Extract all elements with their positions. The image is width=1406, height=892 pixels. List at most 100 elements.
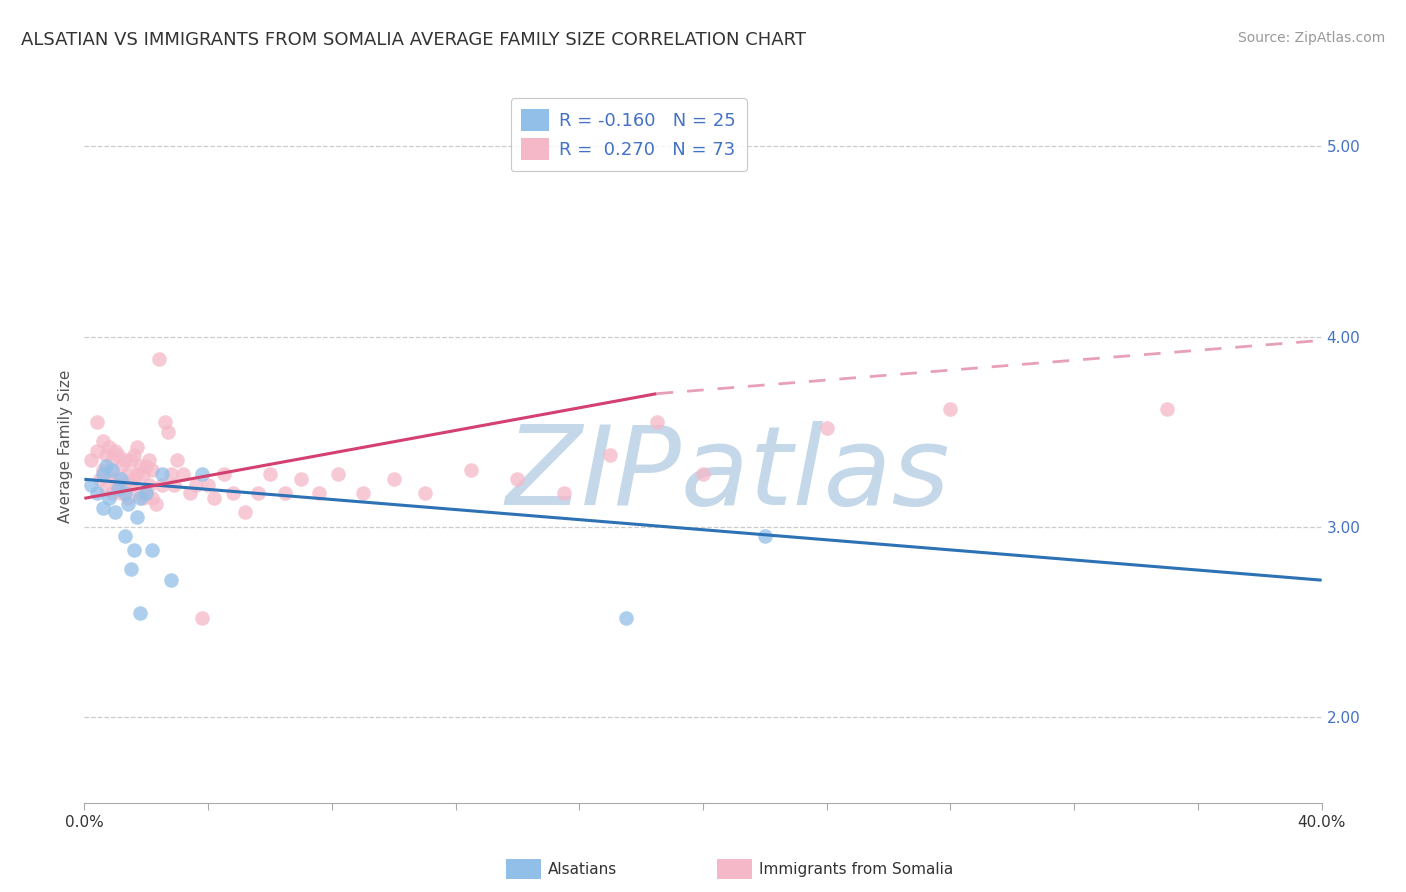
Point [125, 467, 148, 481]
Point [120, 562, 142, 576]
Point [166, 453, 188, 467]
Point [212, 467, 235, 481]
Point [413, 485, 436, 500]
Point [79, 453, 101, 467]
Point [120, 478, 142, 492]
Point [86, 485, 108, 500]
Point [107, 448, 129, 462]
Point [259, 467, 281, 481]
Point [191, 611, 214, 625]
Point [104, 443, 127, 458]
Text: Source: ZipAtlas.com: Source: ZipAtlas.com [1237, 31, 1385, 45]
Point [202, 491, 225, 506]
Point [150, 478, 173, 492]
Point [141, 491, 163, 506]
Point [94, 448, 117, 462]
Point [117, 467, 139, 481]
Point [114, 529, 136, 543]
Point [614, 611, 637, 625]
Point [120, 453, 142, 467]
Point [308, 485, 330, 500]
Point [122, 472, 145, 486]
Point [645, 415, 668, 429]
Point [101, 453, 124, 467]
Point [135, 485, 157, 500]
Point [132, 467, 155, 481]
Point [179, 485, 201, 500]
Point [138, 478, 160, 492]
Point [129, 491, 152, 506]
Point [91, 467, 114, 481]
Point [274, 485, 297, 500]
Y-axis label: Average Family Size: Average Family Size [58, 369, 73, 523]
Point [129, 458, 152, 473]
Point [89, 472, 111, 486]
Point [382, 472, 405, 486]
Point [107, 478, 129, 492]
Point [110, 485, 132, 500]
Point [135, 458, 157, 473]
Point [160, 573, 183, 587]
Point [98, 440, 121, 454]
Point [138, 453, 160, 467]
Point [145, 497, 167, 511]
Point [326, 467, 349, 481]
Point [79, 478, 101, 492]
Point [98, 491, 121, 506]
Point [114, 453, 136, 467]
Point [110, 472, 132, 486]
Point [460, 463, 482, 477]
Point [101, 485, 124, 500]
Point [352, 485, 374, 500]
Point [98, 467, 121, 481]
Point [101, 463, 124, 477]
Text: Immigrants from Somalia: Immigrants from Somalia [759, 863, 953, 877]
Point [184, 478, 207, 492]
Point [91, 463, 114, 477]
Point [150, 467, 173, 481]
Point [107, 482, 129, 496]
Point [104, 472, 127, 486]
Point [86, 443, 108, 458]
Point [94, 458, 117, 473]
Point [117, 491, 139, 506]
Point [290, 472, 312, 486]
Point [754, 529, 776, 543]
Legend: R = -0.160   N = 25, R =  0.270   N = 73: R = -0.160 N = 25, R = 0.270 N = 73 [510, 98, 747, 171]
Point [122, 542, 145, 557]
Point [135, 485, 157, 500]
Point [506, 472, 529, 486]
Point [246, 485, 269, 500]
Point [1156, 401, 1178, 416]
Point [160, 467, 183, 481]
Point [172, 467, 194, 481]
Text: Alsatians: Alsatians [548, 863, 617, 877]
Point [939, 401, 962, 416]
Text: ZIPatlas: ZIPatlas [506, 421, 950, 528]
Point [129, 485, 152, 500]
Point [692, 467, 714, 481]
Point [148, 352, 170, 367]
Point [599, 448, 621, 462]
Point [86, 415, 108, 429]
Point [553, 485, 575, 500]
Text: ALSATIAN VS IMMIGRANTS FROM SOMALIA AVERAGE FAMILY SIZE CORRELATION CHART: ALSATIAN VS IMMIGRANTS FROM SOMALIA AVER… [21, 31, 806, 49]
Point [91, 434, 114, 449]
Point [132, 491, 155, 506]
Point [222, 485, 245, 500]
Point [191, 467, 214, 481]
Point [141, 542, 163, 557]
Point [114, 485, 136, 500]
Point [233, 505, 256, 519]
Point [129, 606, 152, 620]
Point [122, 448, 145, 462]
Point [94, 482, 117, 496]
Point [125, 510, 148, 524]
Point [125, 440, 148, 454]
Point [91, 500, 114, 515]
Point [163, 478, 186, 492]
Point [104, 505, 127, 519]
Point [110, 458, 132, 473]
Point [156, 425, 179, 439]
Point [153, 415, 176, 429]
